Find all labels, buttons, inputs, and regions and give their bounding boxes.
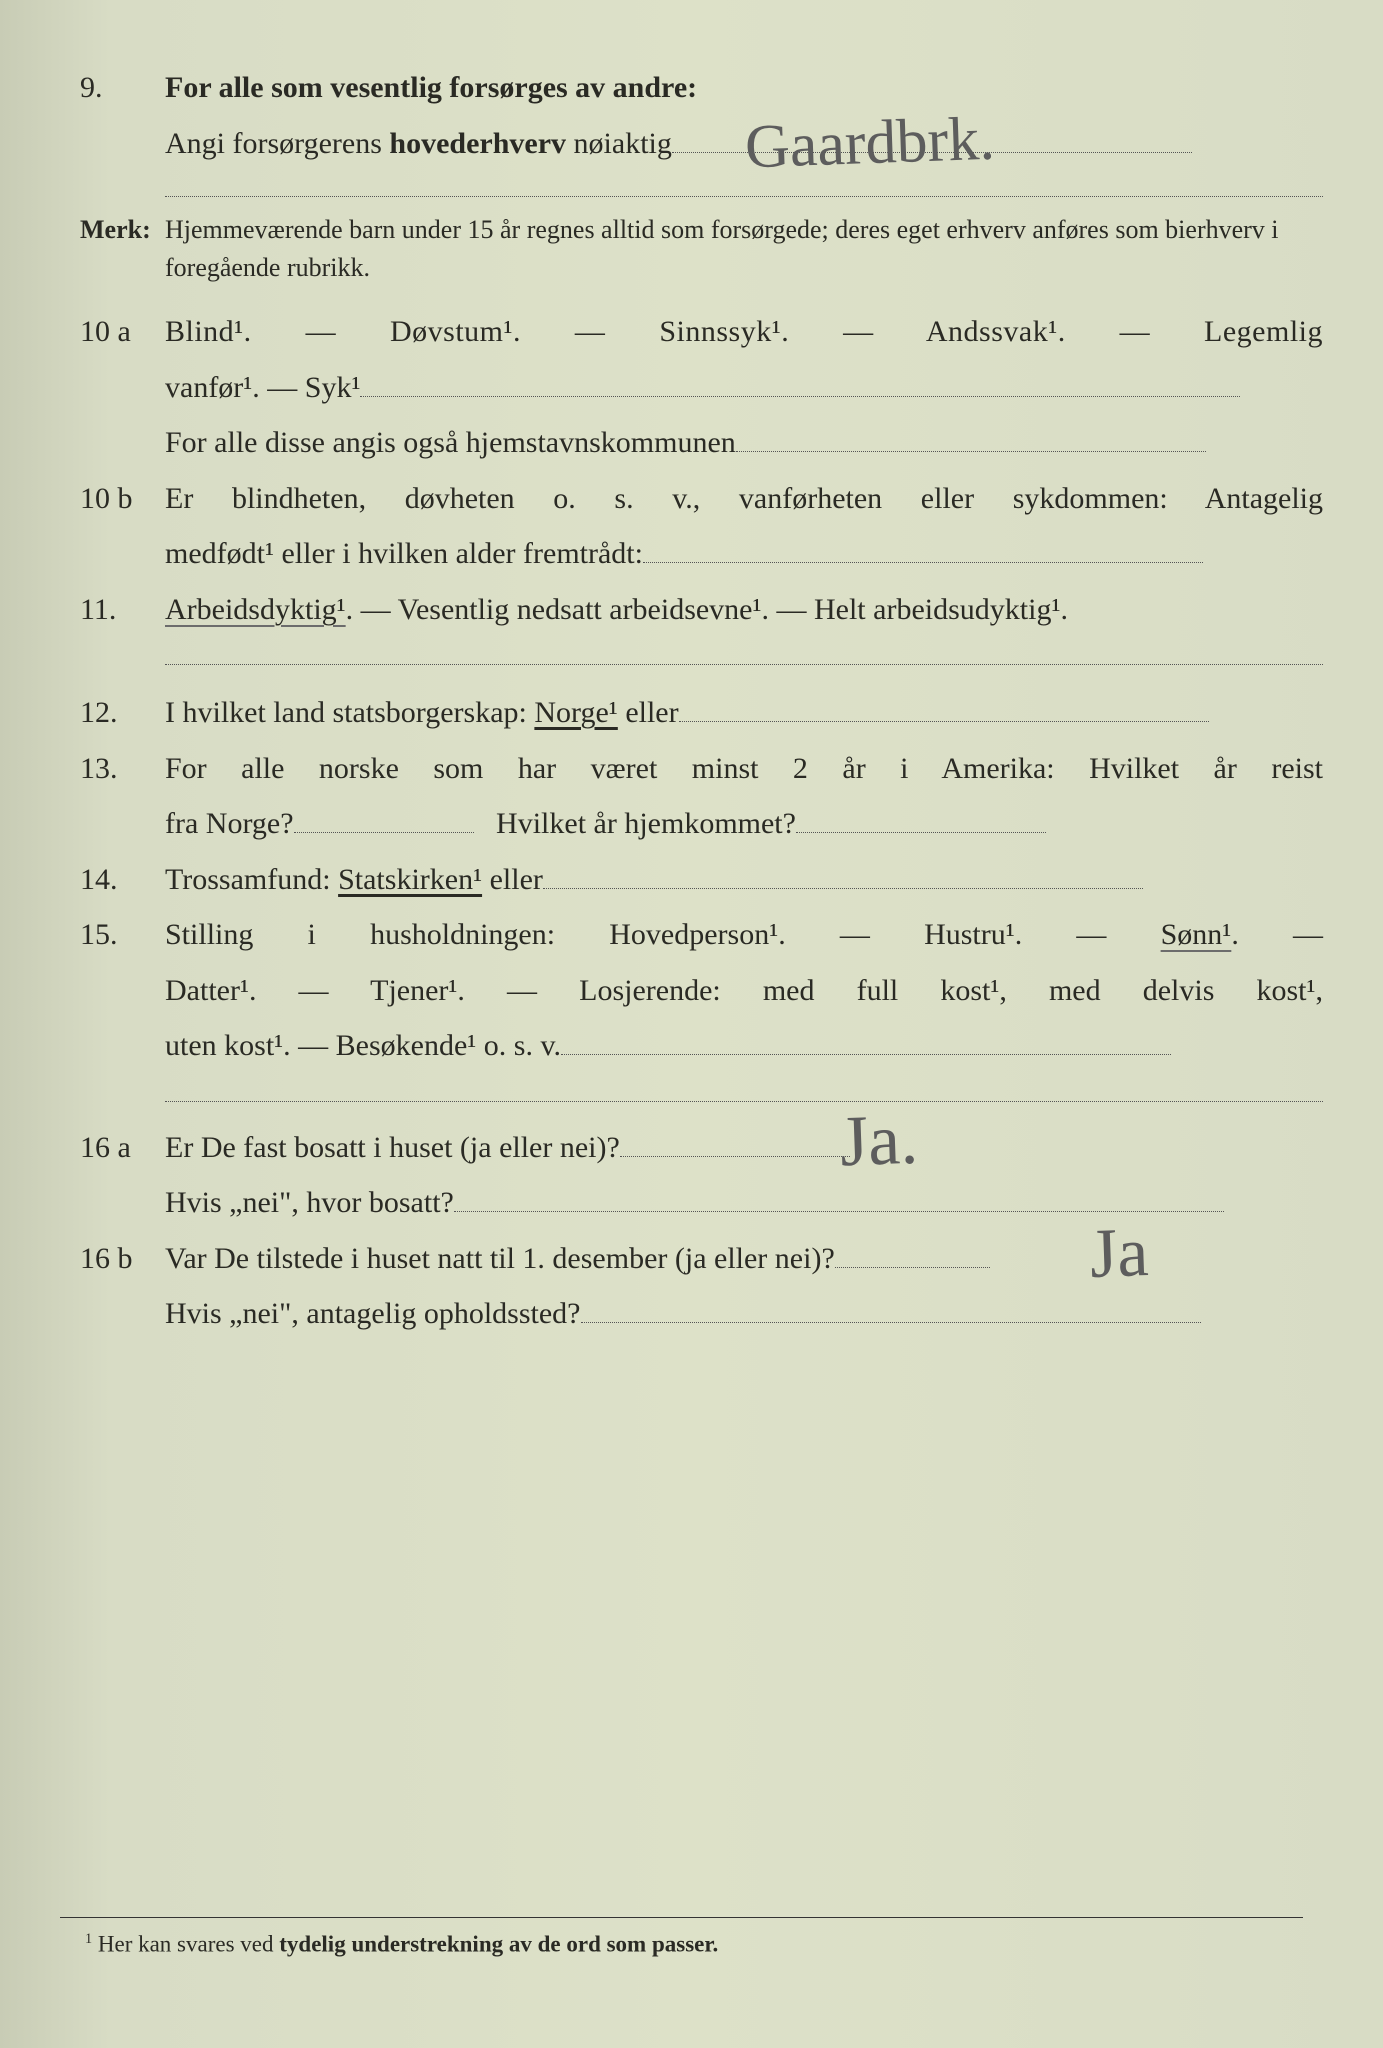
q14-statskirken: Statskirken¹: [338, 863, 482, 896]
q11-number: 11.: [80, 582, 165, 638]
q13-number: 13.: [80, 741, 165, 797]
merk-note: Merk: Hjemmeværende barn under 15 år reg…: [80, 211, 1323, 286]
q14-pre: Trossamfund:: [165, 863, 338, 896]
q12-pre: I hvilket land statsborgerskap:: [165, 696, 534, 729]
q10a-fill-2[interactable]: [736, 420, 1206, 453]
q14-fill[interactable]: [543, 856, 1143, 889]
q16b-text2: Hvis „nei", antagelig opholdssted?: [165, 1297, 581, 1330]
merk-text: Hjemmeværende barn under 15 år regnes al…: [165, 211, 1323, 286]
q13-fill-2[interactable]: [796, 801, 1046, 834]
q16b-number: 16 b: [80, 1231, 165, 1287]
footnote-rule: [60, 1917, 1303, 1918]
merk-label: Merk:: [80, 211, 165, 249]
q16b-line1: 16 b Var De tilstede i huset natt til 1.…: [80, 1231, 1323, 1287]
q15-line3: uten kost¹. — Besøkende¹ o. s. v.: [80, 1018, 1323, 1074]
q9-text-b: hovederhverv: [389, 127, 566, 160]
q15-line1: 15. Stilling i husholdningen: Hovedperso…: [80, 907, 1323, 963]
q13-line1: 13. For alle norske som har været minst …: [80, 741, 1323, 797]
q16a-text2: Hvis „nei", hvor bosatt?: [165, 1186, 454, 1219]
q13-text2b: Hvilket år hjemkommet?: [496, 807, 796, 840]
q11-selected: Arbeidsdyktig¹: [165, 593, 346, 626]
q9-line1: 9. For alle som vesentlig forsørges av a…: [80, 60, 1323, 116]
q15-l1a: Stilling i husholdningen: Hovedperson¹. …: [165, 918, 1161, 951]
q16b-handwritten-answer: Ja: [1088, 1188, 1151, 1319]
q15-l2: Datter¹. — Tjener¹. — Losjerende: med fu…: [165, 963, 1323, 1019]
q12-post: eller: [618, 696, 679, 729]
q16a-fill-1[interactable]: [620, 1124, 850, 1157]
q16a-number: 16 a: [80, 1120, 165, 1176]
q10b-line1: 10 b Er blindheten, døvheten o. s. v., v…: [80, 471, 1323, 527]
q16b-fill-1[interactable]: [835, 1235, 990, 1268]
q10a-fill-1[interactable]: [360, 364, 1240, 397]
q14: 14. Trossamfund: Statskirken¹ eller: [80, 852, 1323, 908]
q12-number: 12.: [80, 685, 165, 741]
q9-text-a: Angi forsørgerens: [165, 127, 389, 160]
q13-fill-1[interactable]: [294, 801, 474, 834]
q10b-number: 10 b: [80, 471, 165, 527]
footnote-bold: tydelig understrekning av de ord som pas…: [279, 1932, 718, 1957]
q9-text-c: nøiaktig: [566, 127, 672, 160]
q12: 12. I hvilket land statsborgerskap: Norg…: [80, 685, 1323, 741]
q10a-number: 10 a: [80, 304, 165, 360]
footnote: 1 Her kan svares ved tydelig understrekn…: [85, 1931, 718, 1958]
q10b-line2: medfødt¹ eller i hvilken alder fremtrådt…: [80, 526, 1323, 582]
q13-text1: For alle norske som har været minst 2 år…: [165, 741, 1323, 797]
q11-underline: [165, 663, 1323, 665]
q15-number: 15.: [80, 907, 165, 963]
q10a-line2: vanfør¹. — Syk¹: [80, 360, 1323, 416]
q13-line2: fra Norge? Hvilket år hjemkommet?: [80, 796, 1323, 852]
q9-number: 9.: [80, 60, 165, 116]
q15-underline: [165, 1100, 1323, 1102]
q15-line2: Datter¹. — Tjener¹. — Losjerende: med fu…: [80, 963, 1323, 1019]
q10a-text3: For alle disse angis også hjemstavnskomm…: [165, 426, 736, 459]
q12-fill[interactable]: [679, 690, 1209, 723]
q16a-line1: 16 a Er De fast bosatt i huset (ja eller…: [80, 1120, 1323, 1176]
q15-l1b: . —: [1231, 918, 1323, 951]
q10a-line1: 10 a Blind¹. — Døvstum¹. — Sinnssyk¹. — …: [80, 304, 1323, 360]
q10b-text2: medfødt¹ eller i hvilken alder fremtrådt…: [165, 537, 643, 570]
q10b-fill[interactable]: [643, 531, 1203, 564]
footnote-pre: Her kan svares ved: [92, 1932, 279, 1957]
q10a-line3: For alle disse angis også hjemstavnskomm…: [80, 415, 1323, 471]
q16a-handwritten-answer: Ja.: [838, 1073, 921, 1209]
q15-l3: uten kost¹. — Besøkende¹ o. s. v.: [165, 1029, 561, 1062]
q9-line2: Angi forsørgerens hovederhverv nøiaktig …: [80, 116, 1323, 172]
q14-post: eller: [482, 863, 543, 896]
q16a-text1: Er De fast bosatt i huset (ja eller nei)…: [165, 1131, 620, 1164]
q10a-text1: Blind¹. — Døvstum¹. — Sinnssyk¹. — Andss…: [165, 304, 1323, 360]
q9-handwritten-answer: Gaardbrk.: [743, 81, 996, 204]
q14-number: 14.: [80, 852, 165, 908]
census-form-page: 9. For alle som vesentlig forsørges av a…: [0, 0, 1383, 2048]
q13-text2a: fra Norge?: [165, 807, 294, 840]
q11-rest: . — Vesentlig nedsatt arbeidsevne¹. — He…: [346, 593, 1068, 626]
q9-underline-full: [165, 195, 1323, 197]
q12-norge: Norge¹: [534, 696, 617, 729]
q15-fill[interactable]: [561, 1023, 1171, 1056]
q16b-text1: Var De tilstede i huset natt til 1. dese…: [165, 1242, 835, 1275]
q10b-text1: Er blindheten, døvheten o. s. v., vanfør…: [165, 471, 1323, 527]
q11: 11. Arbeidsdyktig¹. — Vesentlig nedsatt …: [80, 582, 1323, 638]
q10a-text2: vanfør¹. — Syk¹: [165, 371, 360, 404]
q15-sonn-selected: Sønn¹: [1161, 918, 1232, 951]
